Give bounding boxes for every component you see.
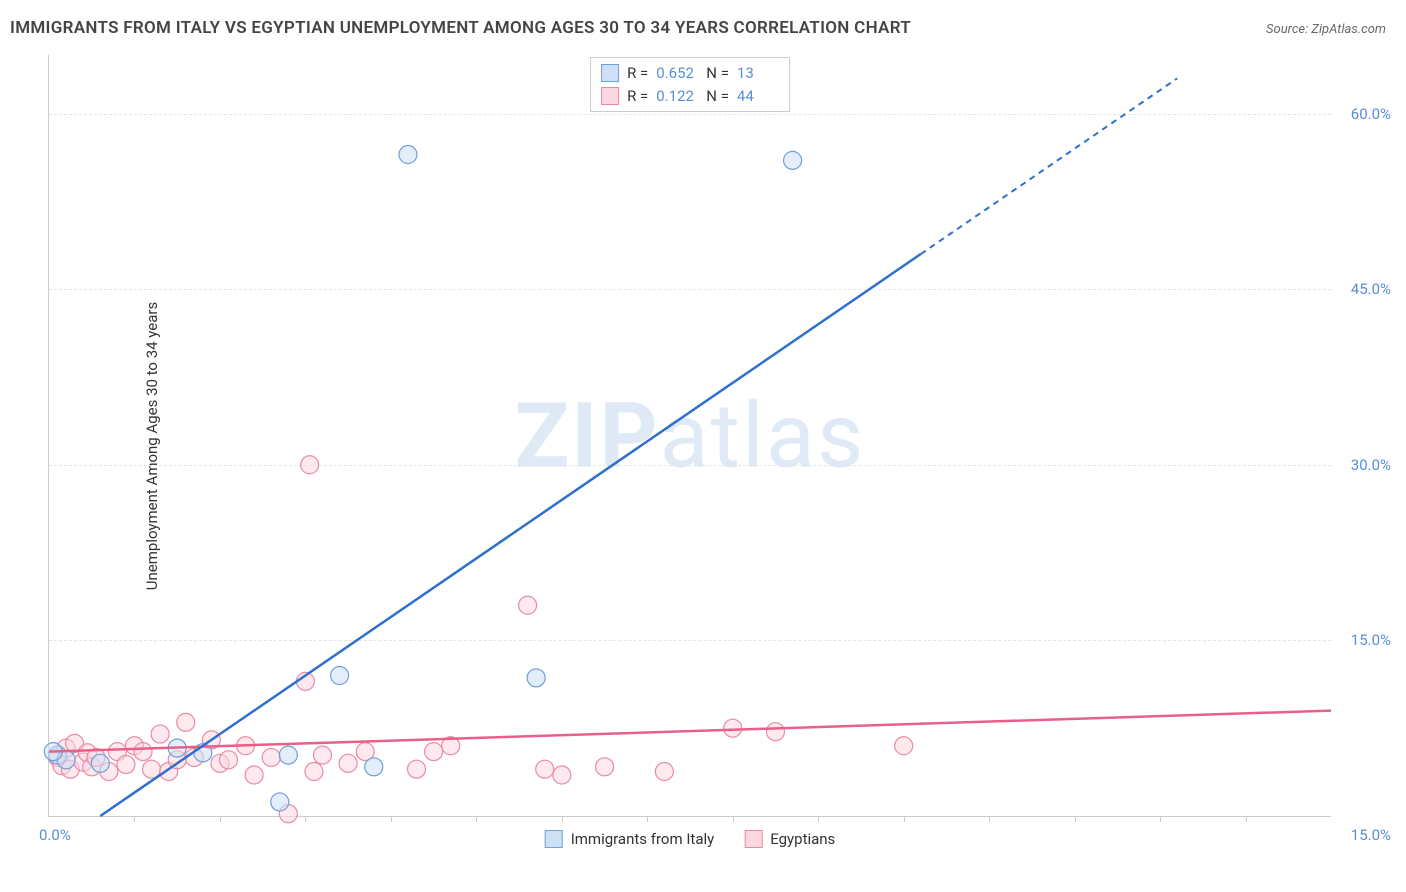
scatter-point: [151, 725, 169, 743]
scatter-point: [245, 766, 263, 784]
chart-plot-area: ZIPatlas R = 0.652 N = 13 R = 0.122 N = …: [48, 55, 1331, 817]
scatter-point: [305, 763, 323, 781]
scatter-point: [117, 755, 135, 773]
legend-label-1: Immigrants from Italy: [571, 830, 715, 848]
scatter-point: [279, 746, 297, 764]
x-tick-mark: [1075, 816, 1076, 822]
legend-item: Egyptians: [744, 830, 835, 848]
legend-item: Immigrants from Italy: [545, 830, 715, 848]
scatter-point: [536, 760, 554, 778]
x-tick-mark: [391, 816, 392, 822]
scatter-point: [553, 766, 571, 784]
scatter-point: [519, 596, 537, 614]
y-tick-label: 15.0%: [1351, 631, 1391, 649]
stat-n-label: N =: [706, 85, 729, 108]
x-tick-max: 15.0%: [1351, 826, 1391, 844]
y-tick-label: 45.0%: [1351, 280, 1391, 298]
scatter-point: [365, 758, 383, 776]
scatter-point: [331, 667, 349, 685]
scatter-point: [724, 719, 742, 737]
trend-line-series-1: [100, 254, 920, 816]
scatter-point: [425, 743, 443, 761]
x-tick-mark: [562, 816, 563, 822]
x-tick-mark: [134, 816, 135, 822]
scatter-point: [134, 743, 152, 761]
trend-line-series-1-extrapolated: [921, 78, 1177, 254]
x-tick-mark: [1160, 816, 1161, 822]
x-tick-mark: [305, 816, 306, 822]
stats-row: R = 0.122 N = 44: [601, 85, 779, 108]
y-tick-label: 30.0%: [1351, 456, 1391, 474]
x-tick-origin: 0.0%: [39, 826, 71, 844]
scatter-point: [784, 151, 802, 169]
x-tick-mark: [904, 816, 905, 822]
scatter-point: [301, 456, 319, 474]
x-tick-mark: [220, 816, 221, 822]
scatter-point: [91, 754, 109, 772]
scatter-point: [399, 146, 417, 164]
scatter-point: [527, 669, 545, 687]
scatter-point: [219, 751, 237, 769]
stat-r-value-2: 0.122: [656, 85, 698, 108]
swatch-series-2: [744, 830, 762, 848]
x-tick-mark: [818, 816, 819, 822]
scatter-point: [339, 754, 357, 772]
scatter-point: [766, 723, 784, 741]
scatter-point: [177, 713, 195, 731]
stats-row: R = 0.652 N = 13: [601, 62, 779, 85]
x-tick-mark: [989, 816, 990, 822]
swatch-series-1: [545, 830, 563, 848]
scatter-point: [596, 758, 614, 776]
stat-r-value-1: 0.652: [656, 62, 698, 85]
source-attribution: Source: ZipAtlas.com: [1266, 22, 1386, 37]
stat-r-label: R =: [627, 85, 648, 108]
stat-n-label: N =: [706, 62, 729, 85]
trend-line-series-2: [49, 711, 1331, 752]
y-tick-label: 60.0%: [1351, 105, 1391, 123]
stats-legend-box: R = 0.652 N = 13 R = 0.122 N = 44: [590, 57, 790, 112]
stat-r-label: R =: [627, 62, 648, 85]
scatter-point: [408, 760, 426, 778]
scatter-plot-svg: [49, 55, 1331, 816]
chart-title: IMMIGRANTS FROM ITALY VS EGYPTIAN UNEMPL…: [10, 18, 911, 38]
x-tick-mark: [733, 816, 734, 822]
stat-n-value-2: 44: [737, 85, 779, 108]
stat-n-value-1: 13: [737, 62, 779, 85]
x-tick-mark: [476, 816, 477, 822]
scatter-point: [655, 763, 673, 781]
x-tick-mark: [1246, 816, 1247, 822]
swatch-series-2: [601, 87, 619, 105]
legend-bottom: Immigrants from Italy Egyptians: [545, 830, 836, 848]
scatter-point: [895, 737, 913, 755]
swatch-series-1: [601, 64, 619, 82]
scatter-point: [262, 748, 280, 766]
legend-label-2: Egyptians: [770, 830, 835, 848]
x-tick-mark: [647, 816, 648, 822]
scatter-point: [313, 746, 331, 764]
scatter-point: [271, 793, 289, 811]
